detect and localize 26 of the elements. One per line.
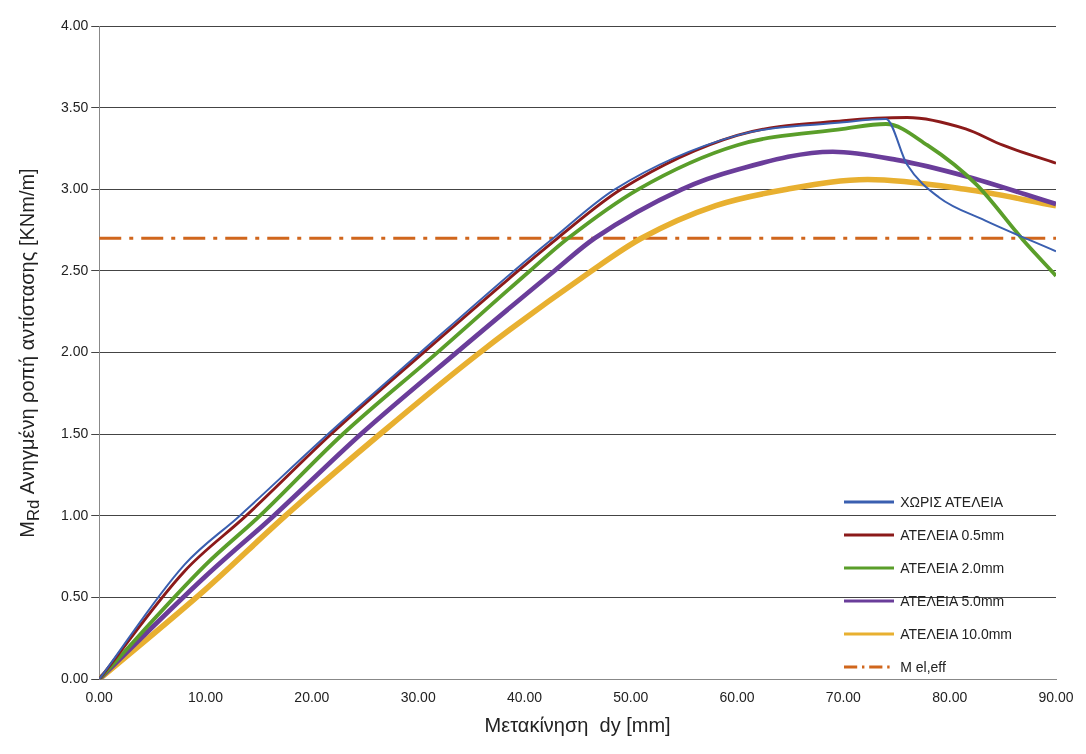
y-tick-label: 2.50	[61, 261, 89, 278]
legend-label: ΑΤΕΛΕΙΑ 2.0mm	[900, 560, 1005, 577]
legend-label: ΑΤΕΛΕΙΑ 10.0mm	[900, 626, 1012, 643]
x-tick-label: 60.00	[719, 689, 755, 706]
x-tick-label: 10.00	[188, 689, 224, 706]
y-tick-label: 3.50	[61, 98, 89, 115]
legend-label: ΑΤΕΛΕΙΑ 5.0mm	[900, 593, 1005, 610]
y-tick-label: 3.00	[61, 180, 89, 197]
legend-label: ΧΩΡΙΣ ΑΤΕΛΕΙΑ	[900, 494, 1004, 511]
x-tick-label: 0.00	[85, 689, 114, 706]
x-axis-title: Μετακίνηση dy [mm]	[484, 713, 671, 736]
x-tick-label: 20.00	[294, 689, 330, 706]
y-tick-label: 2.00	[61, 343, 89, 360]
x-tick-label: 30.00	[400, 689, 436, 706]
x-tick-label: 40.00	[506, 689, 543, 706]
y-tick-label: 0.50	[61, 588, 89, 605]
y-tick-label: 1.50	[61, 425, 89, 442]
x-tick-label: 50.00	[613, 689, 649, 706]
y-tick-label: 1.00	[61, 506, 89, 523]
x-tick-label: 90.00	[1038, 689, 1074, 706]
legend-label: M el,eff	[900, 659, 946, 676]
x-tick-label: 80.00	[932, 689, 968, 706]
y-tick-label: 4.00	[61, 16, 89, 33]
x-tick-label: 70.00	[825, 689, 862, 706]
legend-label: ΑΤΕΛΕΙΑ 0.5mm	[900, 527, 1005, 544]
y-tick-label: 0.00	[61, 670, 89, 687]
